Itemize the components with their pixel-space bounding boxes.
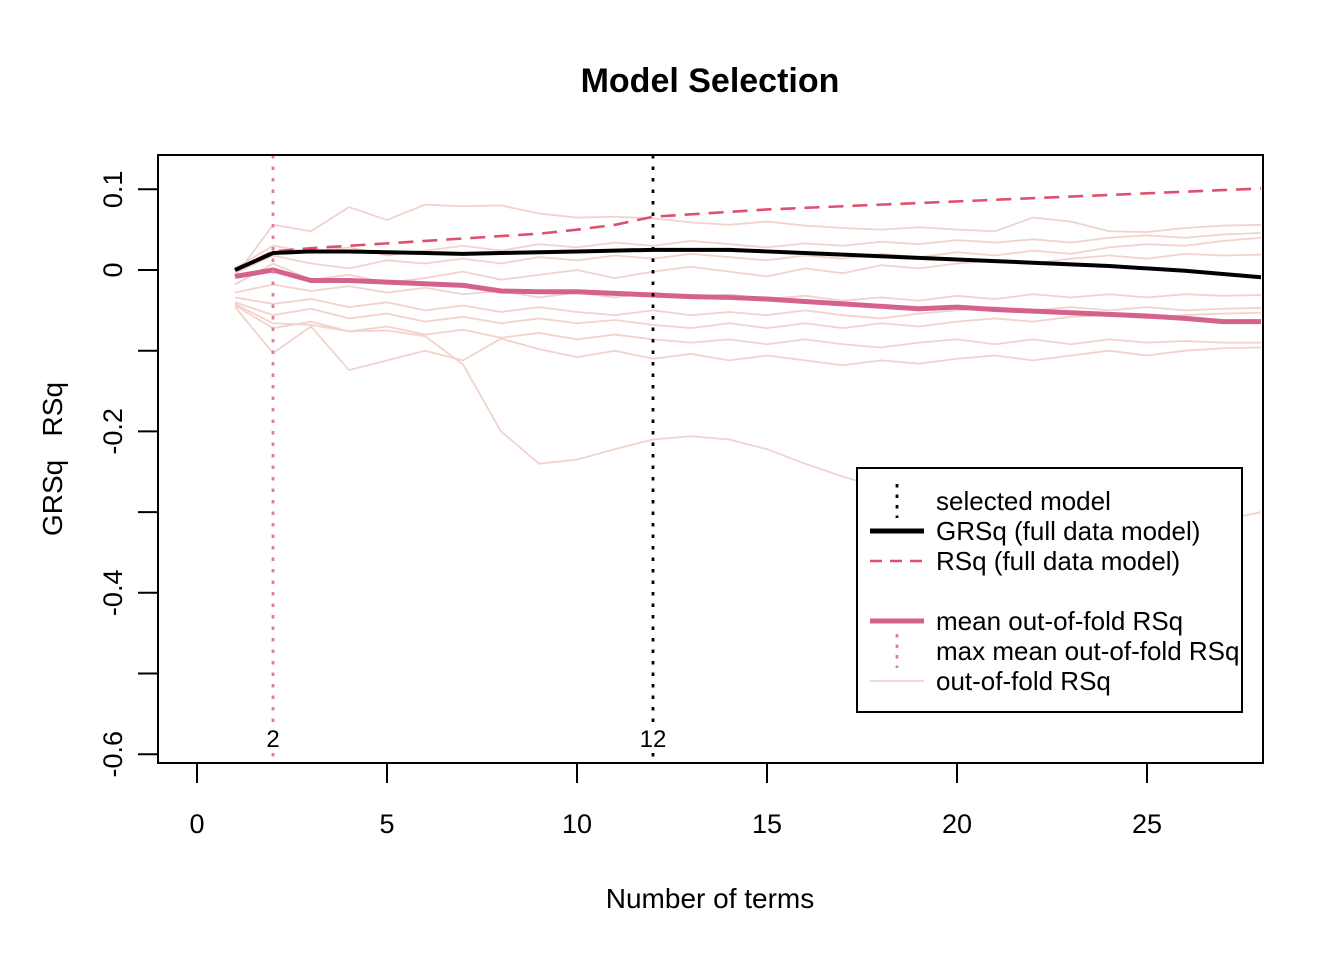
y-tick-label: -0.4	[98, 570, 128, 617]
selected-model-term-label: 12	[640, 726, 667, 753]
legend-box	[856, 467, 1243, 713]
x-tick-label: 0	[189, 809, 204, 839]
grsq-line	[234, 247, 1262, 280]
x-tick-label: 5	[379, 809, 394, 839]
y-tick-label: 0	[98, 262, 128, 277]
x-axis-label: Number of terms	[606, 883, 815, 914]
legend-label: max mean out-of-fold RSq	[936, 636, 1239, 666]
rsq-line	[234, 187, 1262, 272]
out-of-fold-rsq-line	[234, 236, 1262, 275]
x-tick-label: 25	[1132, 809, 1162, 839]
max-mean-out-of-fold-rsq-term-label: 2	[266, 726, 279, 753]
plot-title: Model Selection	[581, 62, 840, 100]
mean-out-of-fold-rsq-line	[234, 267, 1261, 325]
axes-group: 0 5 10 15 20 25 0.1 0 -0.2 -0.4 -0.6	[98, 171, 1162, 839]
out-of-fold-rsq-line	[234, 306, 1262, 371]
y-axis-label: GRSq RSq	[37, 382, 68, 536]
y-tick-label: -0.2	[98, 408, 128, 455]
max-mean-out-of-fold-rsq-label-backdrop	[258, 722, 288, 752]
out-of-fold-rsq-line	[234, 296, 1262, 320]
y-tick-label: 0.1	[98, 171, 128, 209]
legend-label: mean out-of-fold RSq	[936, 606, 1183, 636]
plot-box	[157, 154, 1264, 764]
legend-label: out-of-fold RSq	[936, 666, 1111, 696]
legend-label: RSq (full data model)	[936, 546, 1180, 576]
out-of-fold-rsq-line	[234, 203, 1262, 277]
x-tick-label: 15	[752, 809, 782, 839]
x-tick-label: 20	[942, 809, 972, 839]
vlines-group: 12 2	[258, 155, 668, 763]
legend-label: selected model	[936, 486, 1111, 516]
x-tick-label: 10	[562, 809, 592, 839]
selected-model-label-backdrop	[638, 722, 668, 752]
y-tick-label: -0.6	[98, 731, 128, 778]
out-of-fold-rsq-line	[234, 304, 1261, 349]
legend-label: GRSq (full data model)	[936, 516, 1200, 546]
